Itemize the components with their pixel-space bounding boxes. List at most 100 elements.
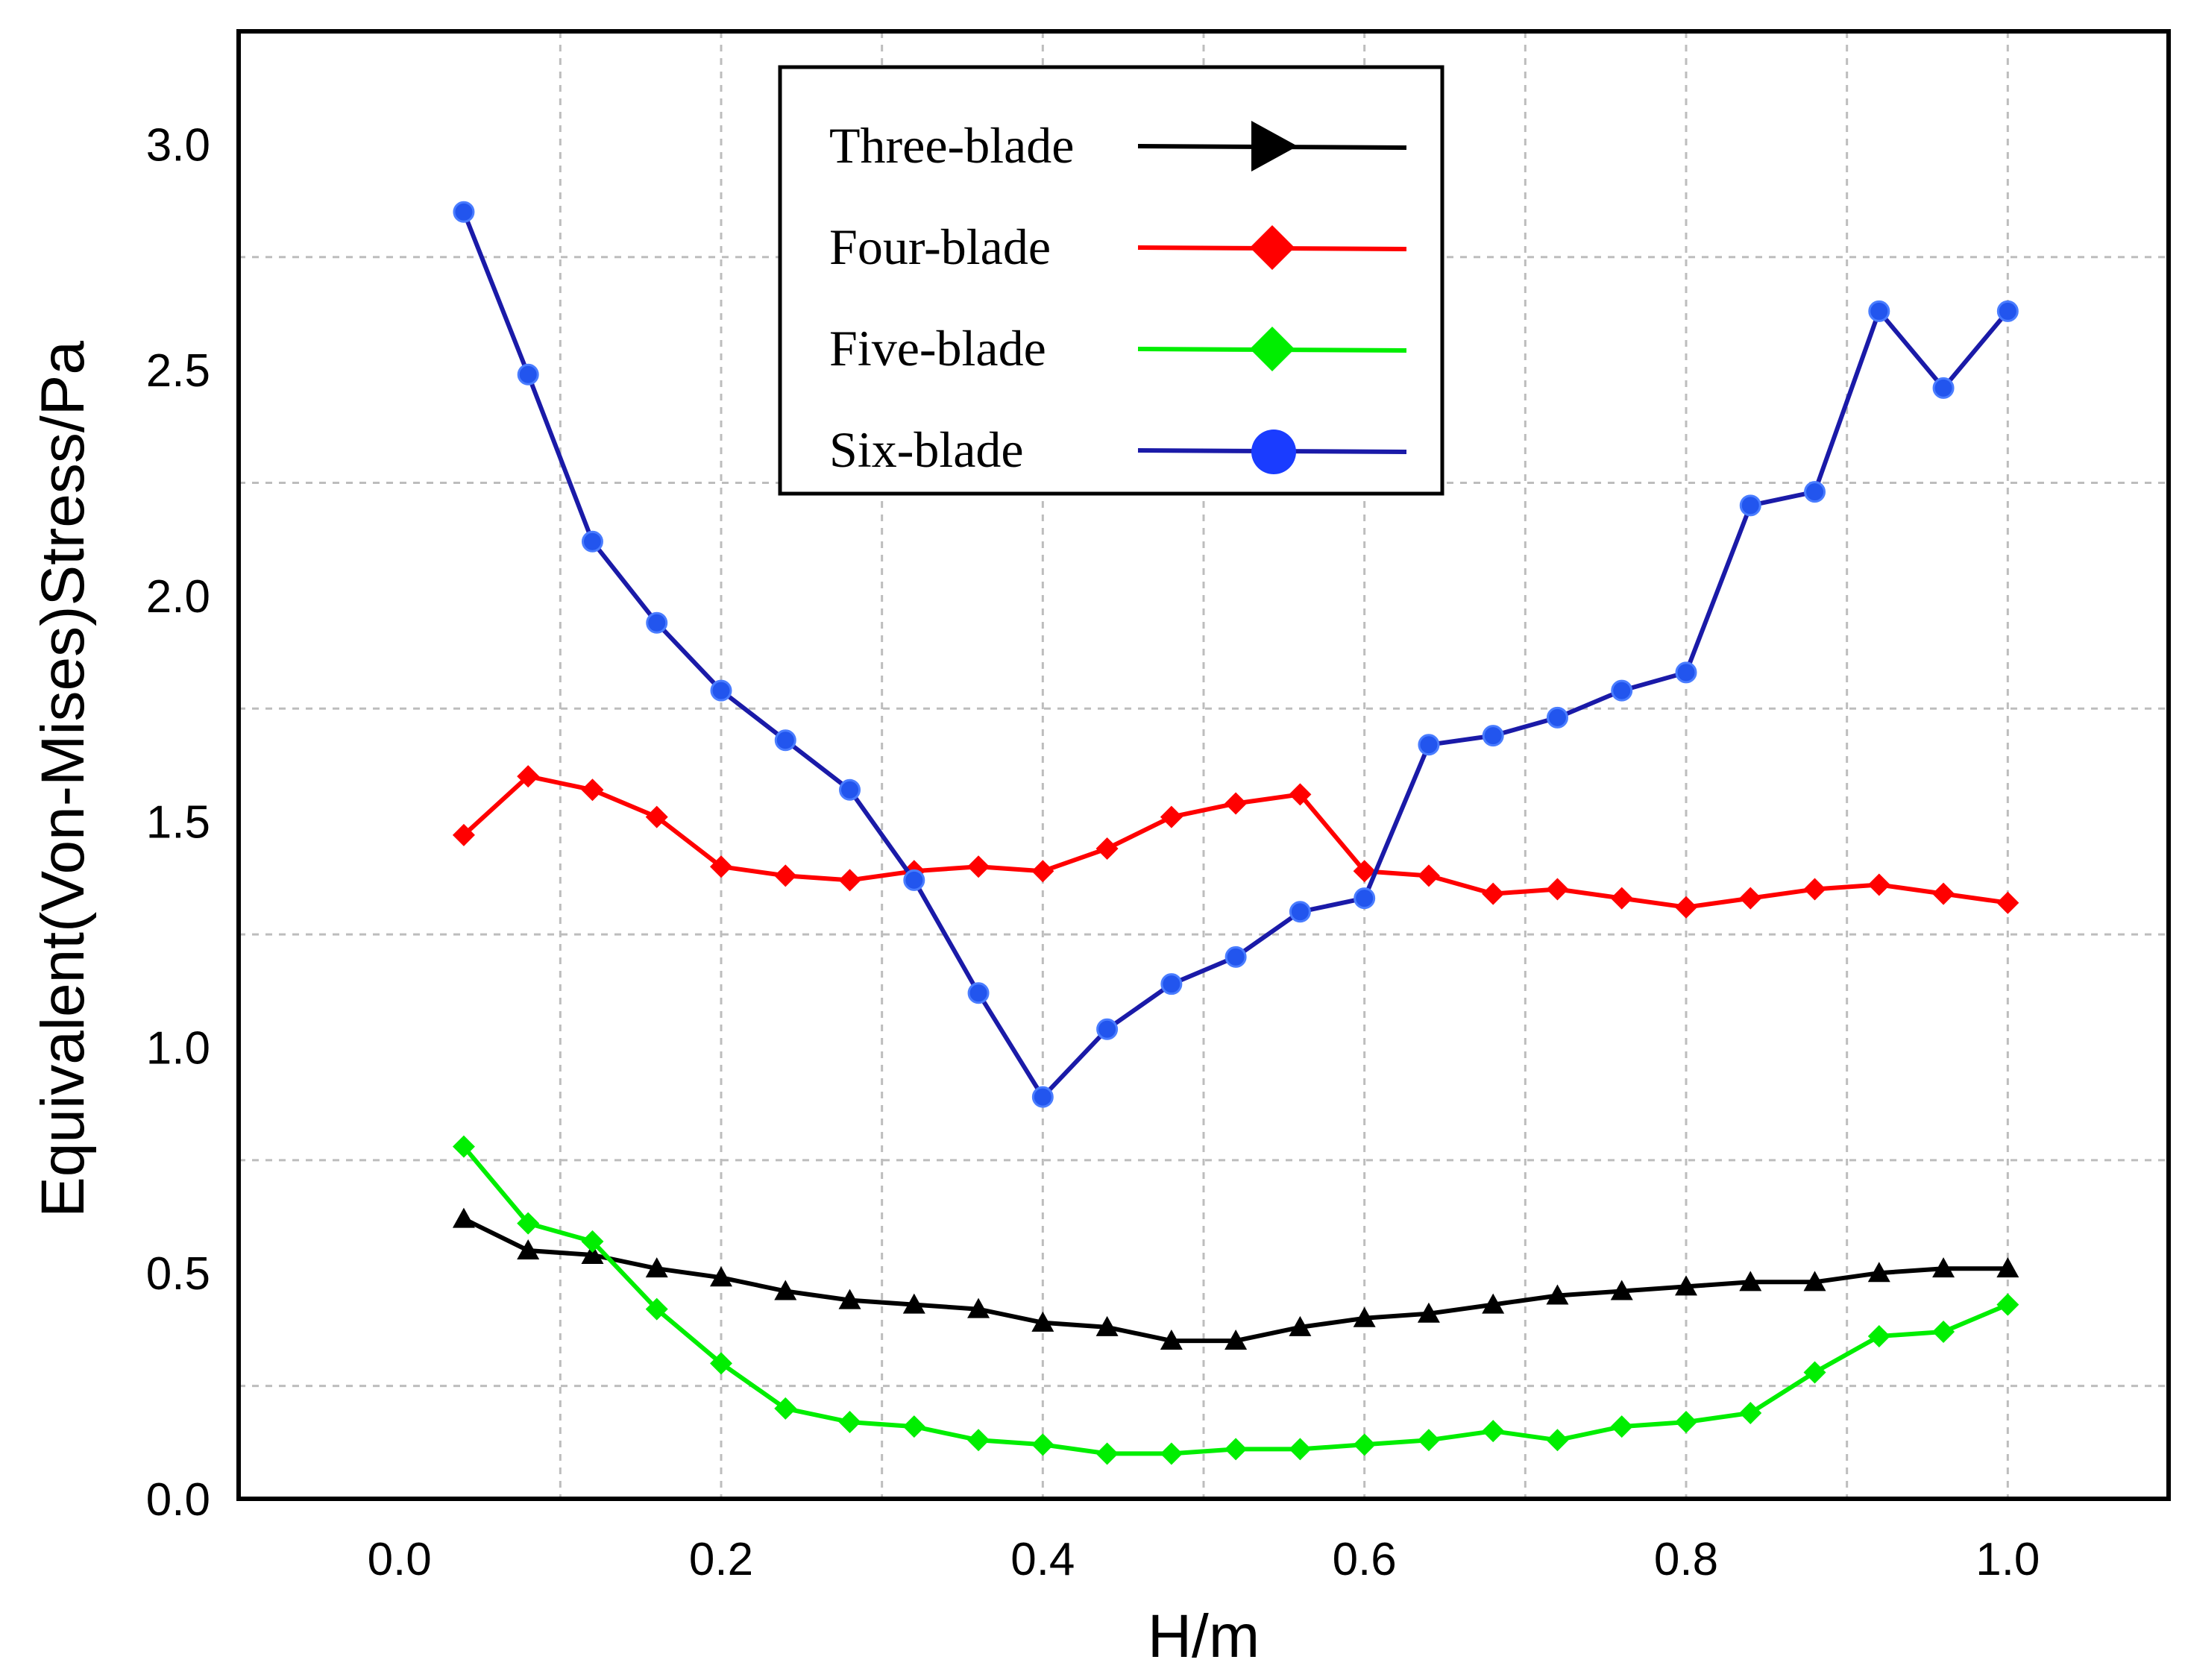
five-blade-point — [838, 1411, 861, 1434]
six-blade-point — [1804, 481, 1826, 503]
four-blade-point — [774, 864, 797, 887]
three-blade-point — [1095, 1315, 1119, 1336]
six-blade-point — [1546, 706, 1568, 729]
three-blade-point — [838, 1289, 861, 1309]
six-blade-point — [1224, 946, 1247, 968]
five-blade-point — [1095, 1442, 1119, 1465]
six-blade-point — [710, 679, 732, 702]
legend-marker-five-blade — [1250, 327, 1295, 371]
y-axis-title: Equivalent(Von-Mises)Stress/Pa — [29, 341, 97, 1218]
three-blade-point — [1675, 1275, 1697, 1296]
six-blade-point — [581, 530, 603, 553]
three-blade-point — [967, 1297, 990, 1318]
five-blade-point — [1867, 1325, 1890, 1348]
three-blade-point — [645, 1257, 668, 1278]
three-blade-line — [462, 1216, 2008, 1344]
y-tick-label: 1.0 — [146, 1022, 210, 1074]
five-blade-point — [1803, 1361, 1826, 1384]
four-blade-point — [1546, 878, 1569, 901]
legend: Three-blade Four-blade Five-blade Six-blade — [778, 65, 1444, 496]
y-tick-label: 2.0 — [146, 571, 210, 623]
three-blade-point — [1610, 1280, 1633, 1300]
y-axis-ticks: 0.0 0.5 1.0 1.5 2.0 2.5 3.0 — [146, 119, 210, 1526]
x-axis-title: H/m — [1148, 1602, 1260, 1670]
three-blade-point — [1417, 1302, 1440, 1323]
three-blade-point — [1803, 1271, 1826, 1292]
six-blade-point — [1289, 901, 1311, 923]
four-blade-series — [452, 765, 2019, 919]
x-tick-label: 0.0 — [368, 1534, 432, 1585]
five-blade-point — [517, 1212, 540, 1235]
six-blade-point — [903, 869, 925, 891]
five-blade-series — [452, 1135, 2019, 1465]
three-blade-point — [1031, 1311, 1054, 1332]
three-blade-point — [1224, 1330, 1248, 1350]
five-blade-point — [1417, 1429, 1440, 1452]
five-blade-point — [967, 1429, 990, 1452]
three-blade-point — [581, 1244, 604, 1265]
y-tick-label: 1.5 — [146, 797, 210, 849]
six-blade-point — [1160, 973, 1183, 995]
six-blade-point — [774, 729, 796, 752]
three-blade-point — [1739, 1271, 1762, 1292]
x-axis-ticks: 0.0 0.2 0.4 0.6 0.8 1.0 — [368, 1534, 2040, 1585]
four-blade-point — [517, 765, 540, 788]
six-blade-point — [1354, 887, 1376, 910]
six-blade-point — [517, 363, 539, 386]
four-blade-point — [1353, 860, 1376, 883]
three-blade-point — [1546, 1284, 1569, 1305]
plot-area-frame — [236, 29, 2171, 1501]
five-blade-point — [1996, 1293, 2019, 1316]
legend-label-six-blade: Six-blade — [829, 421, 1024, 478]
four-blade-point — [710, 855, 732, 878]
five-blade-point — [710, 1352, 732, 1375]
y-tick-label: 0.0 — [146, 1474, 210, 1526]
four-blade-point — [1224, 792, 1248, 815]
four-blade-point — [581, 778, 604, 802]
six-blade-point — [1932, 377, 1955, 399]
five-blade-point — [1610, 1415, 1633, 1438]
four-blade-point — [1867, 873, 1890, 896]
four-blade-point — [838, 869, 861, 892]
x-tick-label: 0.4 — [1010, 1534, 1075, 1585]
four-blade-point — [1739, 887, 1762, 910]
three-blade-point — [774, 1280, 797, 1300]
six-blade-point — [1996, 300, 2019, 322]
four-blade-point — [1932, 882, 1955, 905]
three-blade-point — [1867, 1262, 1890, 1283]
five-blade-point — [774, 1397, 797, 1420]
four-blade-point — [1289, 783, 1312, 806]
legend-marker-four-blade — [1250, 225, 1295, 270]
legend-box — [778, 65, 1444, 496]
x-tick-label: 1.0 — [1975, 1534, 2040, 1585]
three-blade-point — [517, 1239, 540, 1259]
three-blade-point — [1996, 1257, 2019, 1278]
legend-label-five-blade: Five-blade — [829, 320, 1046, 377]
five-blade-point — [1353, 1433, 1376, 1456]
four-blade-point — [1482, 882, 1505, 905]
four-blade-point — [1803, 878, 1826, 901]
five-blade-point — [645, 1297, 668, 1321]
six-blade-point — [967, 982, 990, 1004]
six-blade-point — [1675, 661, 1697, 684]
five-blade-point — [902, 1415, 925, 1438]
legend-label-three-blade: Three-blade — [829, 117, 1074, 174]
three-blade-point — [902, 1293, 925, 1314]
five-blade-point — [452, 1135, 475, 1158]
three-blade-point — [1160, 1330, 1183, 1350]
legend-label-four-blade: Four-blade — [829, 218, 1051, 275]
three-blade-point — [1353, 1306, 1376, 1327]
four-blade-point — [645, 805, 668, 828]
six-blade-point — [1739, 494, 1761, 517]
six-blade-point — [646, 611, 668, 634]
three-blade-point — [710, 1266, 732, 1287]
four-blade-point — [1417, 864, 1440, 887]
x-tick-label: 0.8 — [1654, 1534, 1718, 1585]
x-tick-label: 0.6 — [1333, 1534, 1397, 1585]
five-blade-point — [1031, 1433, 1054, 1456]
six-blade-point — [1031, 1086, 1054, 1108]
three-blade-point — [452, 1207, 475, 1228]
legend-marker-three-blade — [1251, 121, 1298, 172]
six-blade-point — [1611, 679, 1633, 702]
six-blade-point — [1482, 725, 1504, 747]
